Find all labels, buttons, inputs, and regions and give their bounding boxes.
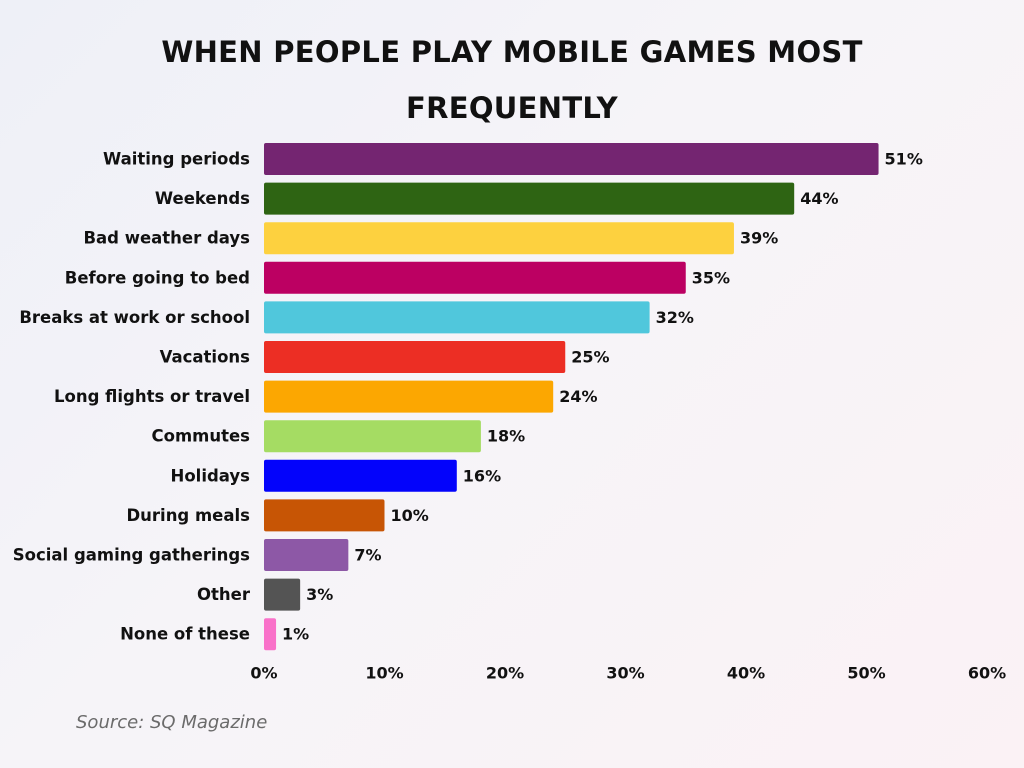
data-label: 39%	[740, 229, 778, 248]
bar[interactable]	[264, 341, 566, 373]
source-note: Source: SQ Magazine	[76, 712, 268, 733]
bar[interactable]	[264, 618, 277, 651]
data-label: 32%	[656, 308, 694, 327]
bar[interactable]	[264, 222, 734, 255]
data-label: 35%	[692, 268, 730, 287]
x-tick-label: 10%	[365, 664, 403, 683]
x-tick-label: 20%	[486, 664, 524, 683]
data-label: 1%	[282, 625, 309, 644]
chart-title-line-1: WHEN PEOPLE PLAY MOBILE GAMES MOST	[161, 35, 863, 69]
bar[interactable]	[264, 420, 481, 453]
data-label: 3%	[306, 585, 333, 604]
category-label: Other	[197, 585, 251, 604]
bar[interactable]	[264, 459, 457, 492]
chart-title-line-2: FREQUENTLY	[406, 91, 618, 125]
bar[interactable]	[264, 261, 686, 294]
category-label: Commutes	[152, 427, 251, 446]
x-tick-label: 50%	[847, 664, 885, 683]
bar[interactable]	[264, 380, 554, 413]
category-label: Long flights or travel	[54, 387, 250, 406]
category-label: Vacations	[160, 348, 251, 367]
bar[interactable]	[264, 578, 301, 611]
category-label: Weekends	[155, 189, 250, 208]
data-label: 10%	[391, 506, 429, 525]
chart-title: WHEN PEOPLE PLAY MOBILE GAMES MOST FREQU…	[0, 24, 1024, 136]
bar[interactable]	[264, 539, 349, 571]
x-tick-label: 40%	[727, 664, 765, 683]
x-tick-label: 60%	[968, 664, 1006, 683]
category-label: Bad weather days	[83, 229, 250, 248]
category-label: None of these	[120, 625, 250, 644]
data-label: 24%	[559, 387, 597, 406]
data-label: 51%	[885, 150, 923, 169]
bar[interactable]	[264, 182, 795, 215]
data-label: 25%	[571, 348, 609, 367]
x-tick-label: 30%	[606, 664, 644, 683]
data-label: 18%	[487, 427, 525, 446]
data-label: 44%	[800, 189, 838, 208]
x-tick-label: 0%	[250, 664, 277, 683]
category-label: Breaks at work or school	[19, 308, 250, 327]
category-label: During meals	[126, 506, 250, 525]
bar[interactable]	[264, 143, 879, 175]
category-label: Social gaming gatherings	[13, 546, 250, 565]
data-label: 16%	[463, 466, 501, 485]
category-label: Holidays	[171, 466, 251, 485]
category-label: Before going to bed	[65, 268, 250, 287]
bar[interactable]	[264, 499, 385, 532]
data-label: 7%	[354, 546, 381, 565]
bar[interactable]	[264, 301, 650, 334]
category-label: Waiting periods	[103, 150, 250, 169]
